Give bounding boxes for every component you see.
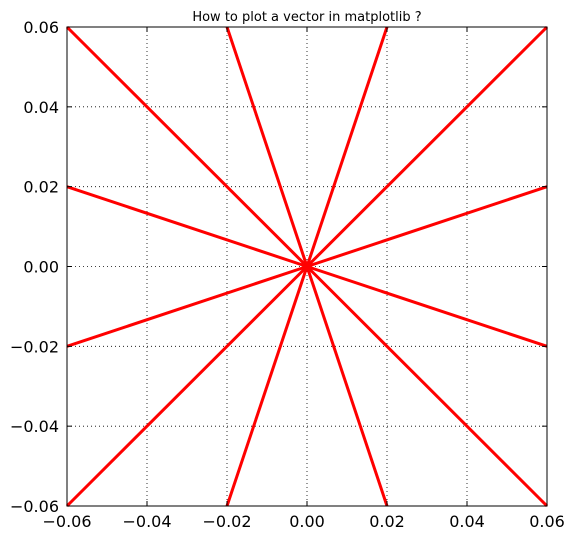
- vector-line-6: [65, 265, 309, 508]
- x-tick-label-3: 0.00: [289, 512, 325, 531]
- y-axis-tick-labels: −0.06 −0.04 −0.02 0.00 0.02 0.04 0.06: [10, 18, 59, 516]
- y-tick-label-6: 0.06: [23, 18, 59, 37]
- x-tick-label-1: −0.04: [122, 512, 171, 531]
- vector-line-3: [305, 265, 549, 508]
- vector-line-5: [225, 266, 309, 507]
- x-tick-label-5: 0.04: [449, 512, 485, 531]
- vector-line-8: [66, 185, 308, 268]
- vector-line-10: [225, 26, 309, 267]
- vector-line-2: [306, 265, 548, 348]
- vector-line-11: [305, 26, 389, 267]
- x-tick-label-0: −0.06: [42, 512, 91, 531]
- vector-line-1: [306, 185, 548, 268]
- y-tick-label-1: −0.04: [10, 417, 59, 436]
- chart-title: How to plot a vector in matplotlib ?: [192, 10, 421, 25]
- y-tick-label-2: −0.02: [10, 337, 59, 356]
- x-axis-tick-labels: −0.06 −0.04 −0.02 0.00 0.02 0.04 0.06: [42, 512, 564, 531]
- vector-line-7: [66, 265, 308, 348]
- y-tick-label-3: 0.00: [23, 258, 59, 277]
- vector-line-4: [305, 266, 389, 507]
- x-tick-label-4: 0.02: [369, 512, 405, 531]
- x-tick-label-2: −0.02: [202, 512, 251, 531]
- axis-ticks: [66, 26, 548, 507]
- y-tick-label-4: 0.02: [23, 178, 59, 197]
- y-tick-label-0: −0.06: [10, 497, 59, 516]
- y-tick-label-5: 0.04: [23, 98, 59, 117]
- vector-line-0: [305, 25, 549, 268]
- vector-line-9: [65, 25, 309, 268]
- vector-lines: [65, 25, 549, 508]
- x-tick-label-6: 0.06: [529, 512, 565, 531]
